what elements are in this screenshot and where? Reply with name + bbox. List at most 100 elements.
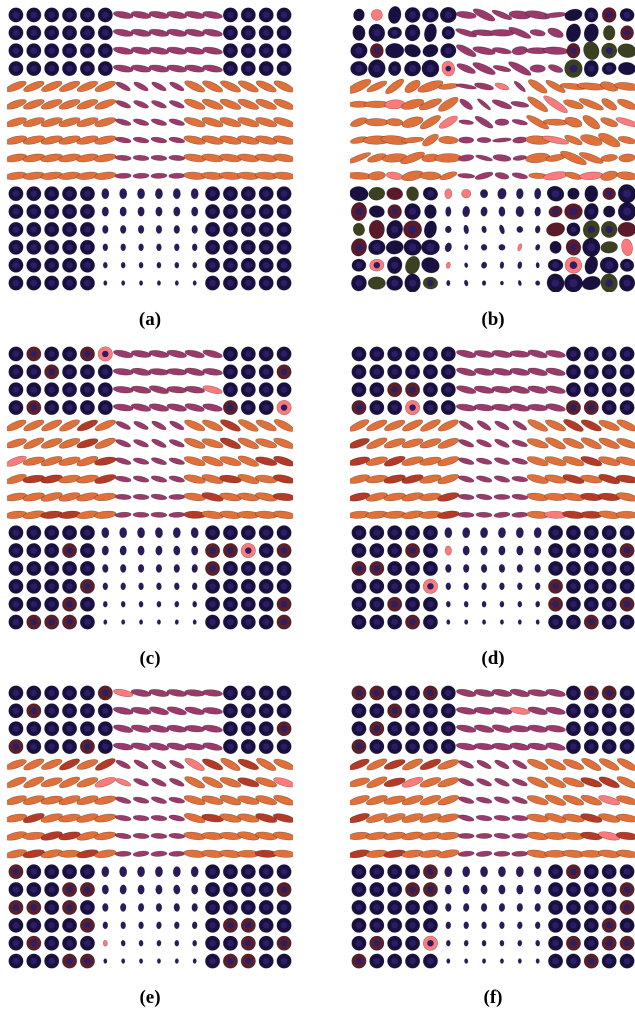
- ellipsoid-glyph: [511, 777, 528, 787]
- ellipsoid-glyph: [511, 457, 528, 466]
- ellipsoid-glyph-core: [281, 280, 287, 286]
- ellipsoid-glyph-core: [445, 369, 451, 375]
- ellipsoid-glyph-core: [624, 922, 630, 928]
- ellipsoid-glyph: [151, 758, 168, 770]
- ellipsoid-glyph: [115, 438, 132, 449]
- ellipsoid-glyph: [419, 793, 442, 807]
- ellipsoid-glyph: [603, 25, 615, 40]
- glyph-field-panel-f: [350, 684, 635, 970]
- ellipsoid-glyph: [201, 97, 224, 112]
- ellipsoid-glyph: [461, 189, 471, 198]
- ellipsoid-glyph: [492, 385, 513, 394]
- ellipsoid-glyph: [476, 814, 493, 821]
- ellipsoid-glyph-core: [374, 940, 380, 946]
- ellipsoid-glyph: [456, 688, 477, 698]
- ellipsoid-glyph: [474, 114, 495, 130]
- ellipsoid-glyph-core: [209, 280, 215, 286]
- ellipsoid-glyph: [510, 100, 529, 108]
- ellipsoid-glyph: [138, 583, 143, 590]
- ellipsoid-glyph-core: [374, 904, 380, 910]
- ellipsoid-glyph-core: [588, 690, 594, 696]
- ellipsoid-glyph: [121, 959, 125, 964]
- ellipsoid-glyph: [365, 118, 388, 126]
- ellipsoid-glyph: [370, 8, 383, 21]
- ellipsoid-glyph-core: [356, 351, 362, 357]
- ellipsoid-glyph-core: [588, 565, 594, 571]
- ellipsoid-glyph: [184, 367, 205, 378]
- ellipsoid-glyph: [255, 79, 278, 95]
- ellipsoid-glyph-core: [245, 868, 251, 874]
- ellipsoid-glyph: [500, 940, 504, 946]
- ellipsoid-glyph-core: [588, 743, 594, 749]
- ellipsoid-glyph: [113, 403, 134, 412]
- ellipsoid-glyph: [219, 756, 242, 773]
- ellipsoid-glyph: [183, 79, 206, 95]
- ellipsoid-glyph: [474, 171, 493, 181]
- ellipsoid-glyph-core: [374, 583, 380, 589]
- ellipsoid-glyph: [544, 757, 567, 773]
- ellipsoid-glyph: [115, 832, 132, 839]
- ellipsoid-glyph: [474, 367, 495, 377]
- ellipsoid-glyph: [365, 436, 388, 451]
- ellipsoid-glyph-core: [263, 262, 269, 268]
- ellipsoid-glyph-core: [84, 280, 90, 286]
- ellipsoid-glyph-core: [281, 565, 287, 571]
- ellipsoid-glyph-core: [66, 743, 72, 749]
- ellipsoid-glyph-core: [281, 369, 287, 375]
- ellipsoid-glyph: [101, 527, 109, 538]
- ellipsoid-glyph: [151, 493, 168, 501]
- ellipsoid-glyph: [133, 494, 149, 500]
- ellipsoid-glyph: [113, 742, 134, 751]
- ellipsoid-glyph-core: [13, 244, 19, 250]
- ellipsoid-glyph-core: [84, 904, 90, 910]
- ellipsoid-glyph-core: [281, 244, 287, 250]
- ellipsoid-glyph-core: [66, 690, 72, 696]
- ellipsoid-glyph-core: [570, 565, 576, 571]
- ellipsoid-glyph-core: [570, 922, 576, 928]
- ellipsoid-glyph: [545, 384, 566, 395]
- ellipsoid-glyph-core: [606, 725, 612, 731]
- ellipsoid-glyph: [581, 40, 601, 62]
- ellipsoid-glyph: [438, 136, 458, 144]
- ellipsoid-glyph-core: [409, 725, 415, 731]
- ellipsoid-glyph: [601, 154, 618, 163]
- ellipsoid-glyph: [511, 438, 528, 448]
- ellipsoid-glyph-core: [31, 529, 37, 535]
- ellipsoid-glyph: [174, 207, 181, 216]
- ellipsoid-glyph-core: [48, 958, 54, 964]
- ellipsoid-glyph: [458, 97, 474, 111]
- ellipsoid-glyph-core: [263, 565, 269, 571]
- ellipsoid-glyph: [102, 188, 109, 198]
- ellipsoid-glyph-core: [227, 565, 233, 571]
- ellipsoid-glyph-core: [227, 369, 233, 375]
- ellipsoid-glyph-core: [281, 958, 287, 964]
- ellipsoid-glyph: [169, 173, 185, 179]
- ellipsoid-glyph: [474, 706, 495, 715]
- ellipsoid-glyph: [237, 97, 260, 112]
- ellipsoid-glyph: [255, 756, 278, 773]
- ellipsoid-glyph: [385, 43, 404, 58]
- ellipsoid-glyph-core: [569, 65, 577, 73]
- ellipsoid-glyph-core: [570, 940, 576, 946]
- ellipsoid-glyph: [191, 188, 198, 198]
- ellipsoid-glyph: [192, 922, 197, 929]
- ellipsoid-glyph: [7, 116, 28, 129]
- ellipsoid-glyph-core: [31, 280, 37, 286]
- ellipsoid-glyph-core: [391, 351, 397, 357]
- ellipsoid-glyph-core: [409, 12, 416, 19]
- ellipsoid-glyph-core: [263, 351, 269, 357]
- ellipsoid-glyph: [518, 620, 521, 625]
- ellipsoid-glyph: [22, 116, 45, 129]
- ellipsoid-glyph-core: [281, 190, 287, 196]
- ellipsoid-glyph-core: [624, 708, 630, 714]
- ellipsoid-glyph: [567, 187, 581, 201]
- ellipsoid-glyph: [133, 420, 150, 432]
- ellipsoid-glyph: [512, 475, 529, 482]
- ellipsoid-glyph-core: [245, 351, 251, 357]
- ellipsoid-glyph-core: [588, 583, 594, 589]
- ellipsoid-glyph: [446, 583, 451, 590]
- ellipsoid-glyph: [616, 97, 635, 112]
- ellipsoid-glyph: [536, 262, 540, 268]
- ellipsoid-glyph-core: [13, 886, 19, 892]
- ellipsoid-glyph-core: [263, 244, 269, 250]
